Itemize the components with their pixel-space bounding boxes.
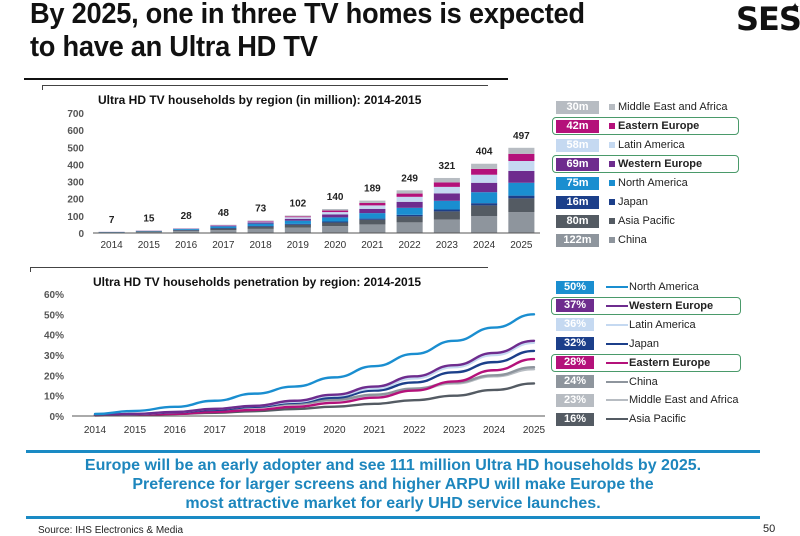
chart2-x-tick: 2023 bbox=[443, 425, 466, 436]
legend-value-badge: 16m bbox=[556, 196, 599, 209]
legend-value-badge: 32% bbox=[556, 337, 594, 350]
legend-item-middle-east-and-africa: 30m Middle East and Africa bbox=[556, 99, 727, 115]
legend-label: Latin America bbox=[618, 139, 685, 151]
chart2-x-tick: 2024 bbox=[483, 425, 506, 436]
chart2-y-tick: 40% bbox=[44, 331, 64, 342]
chart2-x-tick: 2015 bbox=[124, 425, 147, 436]
legend-item-asia-pacific: 16% Asia Pacific bbox=[556, 411, 686, 427]
legend-value-badge: 50% bbox=[556, 281, 594, 294]
summary-bottom-bar bbox=[26, 516, 760, 519]
summary-line-3: most attractive market for early UHD ser… bbox=[26, 494, 760, 513]
chart2-y-tick: 0% bbox=[50, 412, 65, 423]
legend-item-china: 122m China bbox=[556, 232, 647, 248]
source-note: Source: IHS Electronics & Media bbox=[38, 525, 183, 536]
legend-item-north-america: 75m North America bbox=[556, 175, 688, 191]
legend-value-badge: 30m bbox=[556, 101, 599, 114]
legend-value-badge: 23% bbox=[556, 394, 594, 407]
legend-swatch-icon bbox=[609, 180, 615, 186]
legend-item-asia-pacific: 80m Asia Pacific bbox=[556, 213, 675, 229]
legend-highlight-box bbox=[552, 155, 739, 173]
chart2-y-tick: 10% bbox=[44, 392, 64, 403]
chart2-y-tick: 60% bbox=[44, 290, 64, 301]
legend-label: Asia Pacific bbox=[618, 215, 675, 227]
legend-label: Japan bbox=[629, 338, 659, 350]
chart2-x-tick: 2021 bbox=[363, 425, 386, 436]
legend-item-latin-america: 58m Latin America bbox=[556, 137, 685, 153]
legend-line-icon bbox=[606, 343, 628, 345]
legend-item-china: 24% China bbox=[556, 374, 658, 390]
chart2-y-tick: 30% bbox=[44, 351, 64, 362]
legend-highlight-box bbox=[552, 117, 739, 135]
legend-value-badge: 24% bbox=[556, 375, 594, 388]
page-number: 50 bbox=[763, 523, 775, 535]
summary-line-2: Preference for larger screens and higher… bbox=[26, 475, 760, 494]
legend-highlight-box bbox=[551, 354, 741, 372]
legend-value-badge: 36% bbox=[556, 318, 594, 331]
legend-label: North America bbox=[629, 281, 699, 293]
legend-swatch-icon bbox=[609, 218, 615, 224]
chart2-x-tick: 2025 bbox=[523, 425, 546, 436]
chart2-x-tick: 2018 bbox=[244, 425, 267, 436]
legend-label: Japan bbox=[618, 196, 648, 208]
legend-value-badge: 58m bbox=[556, 139, 599, 152]
legend-swatch-icon bbox=[609, 104, 615, 110]
legend-label: Middle East and Africa bbox=[618, 101, 727, 113]
legend-line-icon bbox=[606, 418, 628, 420]
chart2-x-tick: 2022 bbox=[403, 425, 426, 436]
legend-label: China bbox=[629, 376, 658, 388]
legend-label: Asia Pacific bbox=[629, 413, 686, 425]
legend-label: China bbox=[618, 234, 647, 246]
legend-item-japan: 32% Japan bbox=[556, 336, 659, 352]
legend-swatch-icon bbox=[609, 199, 615, 205]
legend-swatch-icon bbox=[609, 142, 615, 148]
chart2-x-tick: 2020 bbox=[323, 425, 346, 436]
chart2-y-tick: 20% bbox=[44, 371, 64, 382]
chart2-x-tick: 2017 bbox=[204, 425, 227, 436]
legend-line-icon bbox=[606, 324, 628, 326]
legend-item-japan: 16m Japan bbox=[556, 194, 648, 210]
legend-item-north-america: 50% North America bbox=[556, 279, 699, 295]
summary-top-bar bbox=[26, 450, 760, 453]
summary-text: Europe will be an early adopter and see … bbox=[26, 456, 760, 513]
legend-item-latin-america: 36% Latin America bbox=[556, 317, 696, 333]
chart2-y-tick: 50% bbox=[44, 310, 64, 321]
chart2-x-tick: 2019 bbox=[283, 425, 306, 436]
summary-line-1: Europe will be an early adopter and see … bbox=[26, 456, 760, 475]
legend-label: Middle East and Africa bbox=[629, 394, 738, 406]
legend-value-badge: 75m bbox=[556, 177, 599, 190]
legend-value-badge: 122m bbox=[556, 234, 599, 247]
legend-value-badge: 80m bbox=[556, 215, 599, 228]
legend-swatch-icon bbox=[609, 237, 615, 243]
legend-line-icon bbox=[606, 399, 628, 401]
legend-label: Latin America bbox=[629, 319, 696, 331]
legend-line-icon bbox=[606, 286, 628, 288]
legend-highlight-box bbox=[551, 297, 741, 315]
legend-item-middle-east-and-africa: 23% Middle East and Africa bbox=[556, 392, 738, 408]
chart2-x-tick: 2014 bbox=[84, 425, 107, 436]
legend-label: North America bbox=[618, 177, 688, 189]
chart2-title: Ultra HD TV households penetration by re… bbox=[93, 275, 421, 289]
chart2-x-tick: 2016 bbox=[164, 425, 187, 436]
legend-value-badge: 16% bbox=[556, 413, 594, 426]
legend-line-icon bbox=[606, 381, 628, 383]
